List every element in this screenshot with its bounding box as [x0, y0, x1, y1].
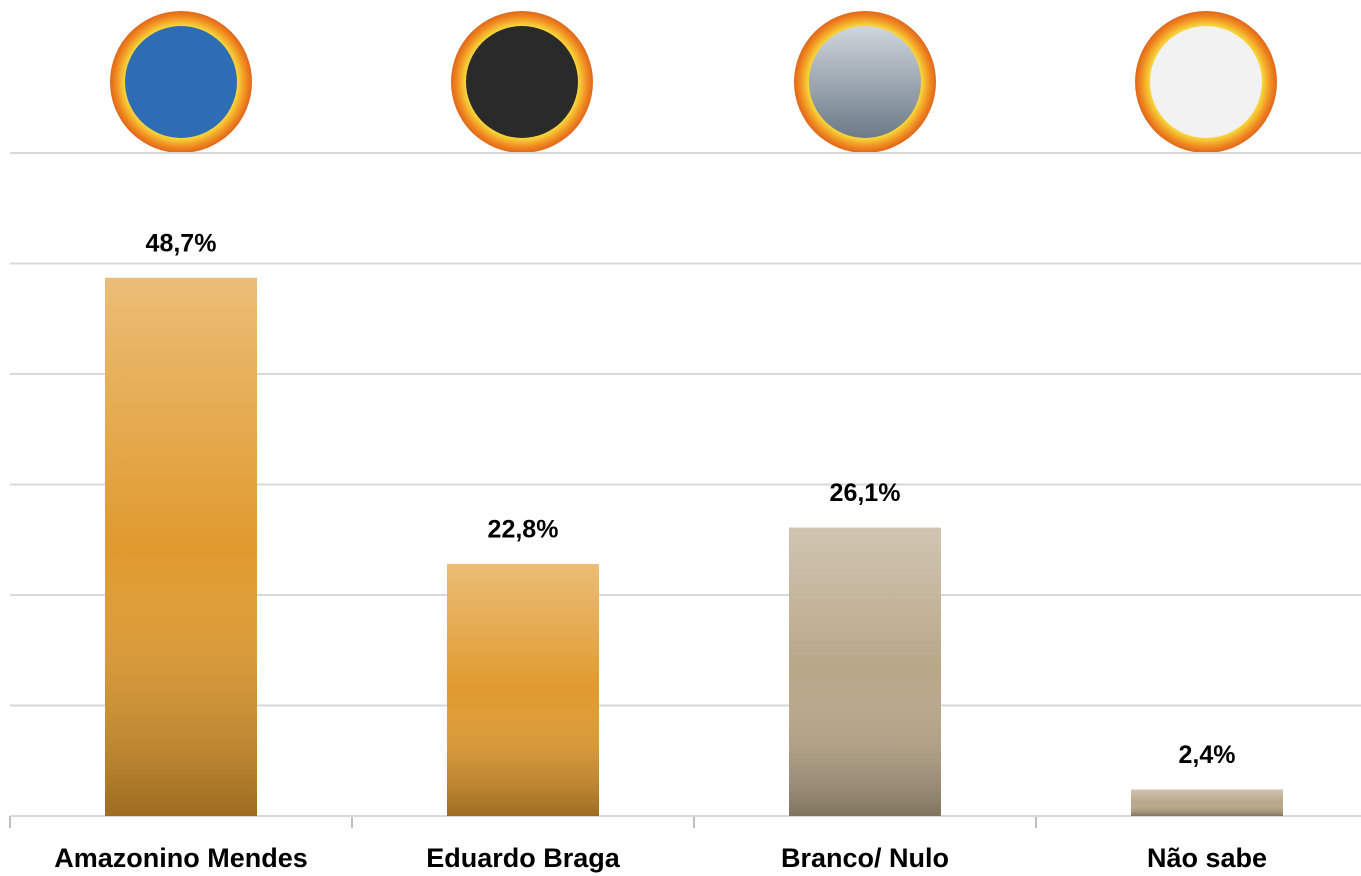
icon-photo	[1150, 26, 1262, 138]
bar	[789, 527, 941, 816]
icon-photo	[466, 26, 578, 138]
x-tick-label: Não sabe	[1147, 843, 1267, 873]
bar	[447, 564, 599, 816]
data-label: 2,4%	[1179, 741, 1236, 769]
separators	[9, 816, 1037, 828]
x-tick-label: Amazonino Mendes	[54, 843, 308, 873]
data-label: 26,1%	[830, 479, 901, 507]
icons	[110, 11, 1277, 153]
bar	[105, 277, 257, 816]
bar	[1131, 789, 1283, 816]
data-label: 48,7%	[146, 229, 217, 257]
icon-photo	[809, 26, 921, 138]
x-tick-label: Branco/ Nulo	[781, 843, 949, 873]
data-label: 22,8%	[488, 516, 559, 544]
icon-photo	[125, 26, 237, 138]
x-tick-label: Eduardo Braga	[426, 843, 621, 873]
